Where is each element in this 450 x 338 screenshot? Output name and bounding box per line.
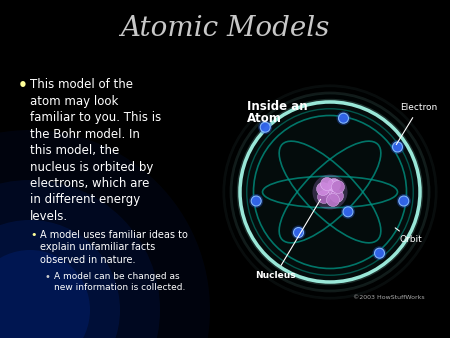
Ellipse shape (312, 174, 347, 210)
Ellipse shape (240, 102, 420, 282)
Ellipse shape (238, 100, 422, 284)
Ellipse shape (320, 177, 333, 191)
Ellipse shape (258, 120, 272, 134)
Ellipse shape (337, 111, 351, 125)
Text: A model uses familiar ideas to
explain unfamiliar facts
observed in nature.: A model uses familiar ideas to explain u… (40, 230, 188, 265)
Ellipse shape (391, 140, 405, 154)
Ellipse shape (374, 248, 384, 258)
Circle shape (0, 130, 210, 338)
Text: •: • (30, 230, 36, 240)
Text: •: • (18, 78, 28, 93)
Ellipse shape (251, 196, 261, 206)
Ellipse shape (318, 191, 330, 203)
Text: Orbit: Orbit (395, 228, 423, 244)
Ellipse shape (224, 86, 436, 298)
Ellipse shape (341, 205, 355, 219)
Ellipse shape (316, 183, 329, 195)
Ellipse shape (373, 246, 387, 260)
Text: This model of the
atom may look
familiar to you. This is
the Bohr model. In
this: This model of the atom may look familiar… (30, 78, 161, 223)
Text: ©2003 HowStuffWorks: ©2003 HowStuffWorks (353, 295, 425, 300)
Ellipse shape (397, 194, 411, 208)
Ellipse shape (249, 194, 263, 208)
Ellipse shape (327, 193, 339, 207)
Ellipse shape (392, 142, 402, 152)
Text: A model can be changed as
new information is collected.: A model can be changed as new informatio… (54, 272, 185, 292)
Ellipse shape (332, 180, 345, 193)
Ellipse shape (343, 207, 353, 217)
Circle shape (0, 250, 90, 338)
Ellipse shape (328, 178, 341, 192)
Text: •: • (44, 272, 50, 282)
Ellipse shape (324, 186, 337, 198)
Text: Atomic Models: Atomic Models (120, 15, 330, 42)
Text: Electron: Electron (396, 103, 437, 145)
Ellipse shape (330, 190, 343, 202)
Ellipse shape (260, 122, 270, 132)
Ellipse shape (293, 227, 303, 238)
Text: Nucleus: Nucleus (255, 199, 320, 280)
Ellipse shape (338, 113, 348, 123)
Circle shape (0, 220, 120, 338)
Ellipse shape (399, 196, 409, 206)
Text: Atom: Atom (247, 112, 282, 125)
Ellipse shape (292, 225, 306, 240)
Circle shape (0, 180, 160, 338)
Ellipse shape (231, 93, 429, 291)
Text: Inside an: Inside an (247, 100, 308, 113)
